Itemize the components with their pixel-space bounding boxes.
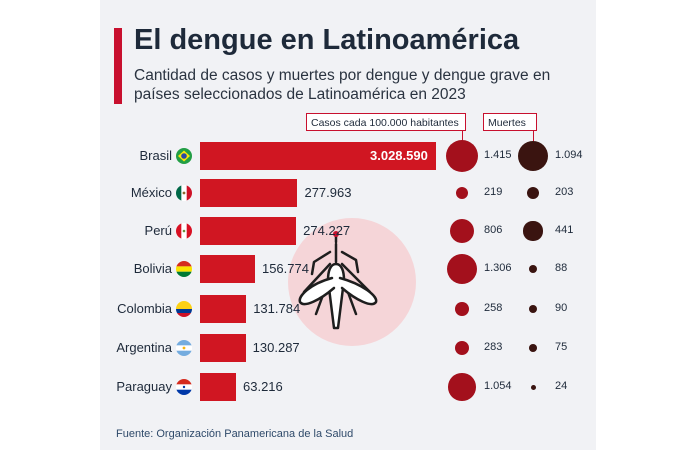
bar-colombia: [200, 295, 247, 323]
country-label: Bolivia: [133, 261, 172, 276]
bar-brasil: [200, 142, 436, 170]
cases-bubble: [446, 253, 478, 285]
deaths-bubble: [528, 304, 538, 314]
cases-value-label: 1.054: [484, 380, 512, 392]
deaths-value-label: 88: [555, 262, 568, 274]
bolivia-flag-icon: [176, 261, 192, 277]
deaths-bubble: [530, 384, 536, 390]
country-label: Brasil: [139, 148, 172, 163]
cases-value-label: 806: [484, 224, 503, 236]
cases-value-label: 219: [484, 186, 503, 198]
cases-bubble: [446, 140, 478, 172]
deaths-bubble: [528, 264, 538, 274]
chart-subtitle: Cantidad de casos y muertes por dengue y…: [134, 67, 551, 103]
deaths-value-label: 203: [555, 186, 574, 198]
cases-bubble: [455, 186, 469, 200]
deaths-value-label: 441: [555, 224, 574, 236]
title-accent-bar: [114, 28, 122, 104]
cases-value-label: 1.415: [484, 149, 512, 161]
cases-bubble: [449, 218, 475, 244]
cases-bubble: [455, 302, 469, 316]
cases-bubble: [448, 373, 476, 401]
country-label: Paraguay: [116, 379, 172, 394]
bar-argentina: [200, 334, 246, 362]
bar-value-label: 3.028.590: [370, 148, 428, 163]
legend-cases-connector: [462, 131, 463, 145]
legend-deaths-connector: [533, 131, 534, 145]
cases-value-label: 258: [484, 302, 503, 314]
cases-value-label: 1.306: [484, 262, 512, 274]
bar-value-label: 63.216: [243, 379, 283, 394]
mexico-flag-icon: [176, 185, 192, 201]
country-label: Argentina: [116, 340, 172, 355]
country-label: Colombia: [117, 301, 172, 316]
legend-deaths: Muertes: [483, 113, 537, 131]
deaths-bubble: [526, 186, 540, 200]
mosquito-icon: [288, 218, 416, 346]
deaths-value-label: 75: [555, 341, 568, 353]
cases-bubble: [454, 340, 470, 356]
deaths-bubble: [529, 344, 537, 352]
deaths-bubble: [523, 221, 543, 241]
bar-value-label: 156.774: [261, 261, 309, 276]
deaths-bubble: [518, 141, 548, 171]
cases-value-label: 283: [484, 341, 503, 353]
bar-mexico: [200, 179, 298, 207]
bar-value-label: 130.287: [252, 340, 300, 355]
source-note: Fuente: Organización Panamericana de la …: [116, 428, 354, 440]
country-label: México: [130, 185, 172, 200]
deaths-value-label: 90: [555, 302, 568, 314]
colombia-flag-icon: [176, 301, 192, 317]
bar-peru: [200, 217, 297, 245]
deaths-value-label: 24: [555, 380, 568, 392]
country-label: Perú: [144, 223, 172, 238]
chart-title: El dengue en Latinoamérica: [134, 24, 520, 56]
legend-cases: Casos cada 100.000 habitantes: [306, 113, 466, 131]
peru-flag-icon: [176, 223, 192, 239]
bar-value-label: 274.227: [303, 223, 351, 238]
paraguay-flag-icon: [176, 379, 192, 395]
bar-value-label: 277.963: [304, 185, 352, 200]
deaths-value-label: 1.094: [555, 149, 583, 161]
bar-bolivia: [200, 255, 255, 283]
brazil-flag-icon: [176, 148, 192, 164]
bar-value-label: 131.784: [253, 301, 301, 316]
argentina-flag-icon: [176, 340, 192, 356]
bar-paraguay: [200, 373, 236, 401]
